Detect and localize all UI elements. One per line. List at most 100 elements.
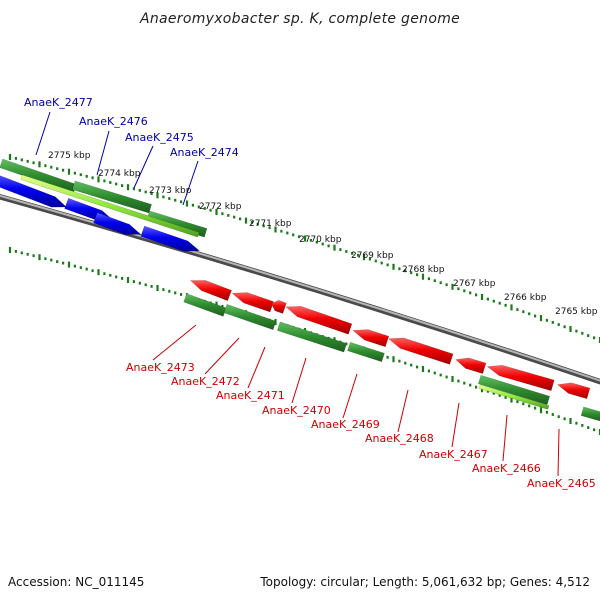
- reverse-gene-label: AnaeK_2470: [262, 404, 331, 417]
- major-tick: [569, 326, 572, 332]
- minor-tick: [79, 173, 82, 177]
- minor-tick: [221, 304, 224, 308]
- minor-tick: [339, 248, 342, 251]
- minor-tick: [551, 321, 554, 324]
- major-tick: [451, 283, 454, 290]
- minor-tick: [581, 331, 584, 335]
- reverse-gene-label: AnaeK_2472: [171, 375, 240, 388]
- minor-tick: [121, 184, 124, 187]
- major-tick: [598, 337, 600, 343]
- forward-gene-feature-2: [72, 180, 152, 214]
- minor-tick: [498, 394, 501, 397]
- minor-tick: [62, 168, 65, 172]
- minor-tick: [433, 371, 436, 375]
- minor-tick: [463, 381, 466, 385]
- minor-tick: [575, 329, 578, 333]
- forward-rna-feature: [20, 174, 200, 238]
- minor-tick: [433, 279, 436, 283]
- major-tick: [126, 184, 130, 191]
- reverse-gene-label: AnaeK_2473: [126, 361, 195, 374]
- reverse-cds-arrow-3: [271, 300, 287, 314]
- minor-tick: [522, 402, 525, 406]
- tick-label: 2769 kbp: [351, 251, 394, 261]
- reverse-leader-line: [397, 389, 409, 433]
- minor-tick: [575, 421, 578, 425]
- minor-tick: [44, 257, 47, 261]
- major-tick: [510, 304, 513, 311]
- minor-tick: [557, 323, 560, 326]
- reverse-gene-feature-2: [223, 303, 277, 331]
- major-tick: [38, 254, 41, 261]
- minor-tick: [103, 272, 106, 276]
- minor-tick: [79, 266, 82, 269]
- minor-tick: [73, 264, 76, 268]
- reverse-gene-label: AnaeK_2468: [365, 432, 434, 445]
- minor-tick: [256, 222, 259, 226]
- forward-gene-label: AnaeK_2474: [170, 146, 239, 159]
- major-tick: [156, 192, 159, 199]
- tick-label: 2768 kbp: [402, 265, 445, 275]
- minor-tick: [109, 181, 112, 184]
- minor-tick: [144, 190, 147, 194]
- forward-gene-label: AnaeK_2476: [79, 115, 148, 128]
- minor-tick: [20, 251, 23, 255]
- reverse-leader-line: [291, 357, 307, 404]
- feature-track: [0, 158, 600, 422]
- reverse-gene-feature-6: [580, 406, 600, 422]
- major-tick: [8, 247, 12, 253]
- minor-tick: [309, 238, 312, 242]
- minor-tick: [563, 417, 566, 421]
- major-tick: [362, 254, 366, 261]
- minor-tick: [386, 355, 389, 359]
- minor-tick: [327, 244, 330, 248]
- minor-tick: [593, 336, 596, 340]
- major-tick: [156, 285, 159, 291]
- minor-tick: [150, 285, 153, 288]
- minor-tick: [439, 373, 442, 377]
- minor-tick: [138, 281, 141, 285]
- minor-tick: [457, 287, 460, 291]
- minor-tick: [239, 217, 242, 221]
- minor-tick: [345, 250, 348, 253]
- minor-tick: [144, 283, 147, 287]
- minor-tick: [191, 203, 194, 207]
- tick-label: 2767 kbp: [453, 279, 496, 289]
- minor-tick: [85, 267, 88, 271]
- genome-summary: Topology: circular; Length: 5,061,632 bp…: [260, 575, 590, 589]
- minor-tick: [197, 205, 200, 209]
- minor-tick: [475, 293, 478, 297]
- minor-tick: [504, 303, 507, 307]
- reverse-gene-feature-5: [477, 374, 551, 406]
- minor-tick: [292, 233, 295, 237]
- minor-tick: [581, 424, 584, 427]
- minor-tick: [121, 277, 124, 280]
- reverse-cds-arrow-9: [556, 382, 591, 400]
- reverse-cds-arrow-4: [285, 306, 353, 335]
- reverse-rna-feature: [478, 384, 550, 410]
- minor-tick: [50, 165, 53, 169]
- reverse-leader-line: [557, 428, 560, 477]
- reverse-cds-arrow-7: [455, 357, 487, 374]
- tick-label: 2766 kbp: [504, 293, 547, 303]
- minor-tick: [427, 277, 430, 281]
- minor-tick: [32, 254, 35, 258]
- minor-tick: [180, 293, 183, 296]
- minor-tick: [404, 361, 407, 365]
- minor-tick: [14, 250, 17, 253]
- major-tick: [274, 226, 277, 233]
- reverse-gene-feature-3: [276, 321, 348, 353]
- minor-tick: [492, 299, 495, 303]
- reverse-gene-label: AnaeK_2466: [472, 462, 541, 475]
- minor-tick: [475, 385, 478, 389]
- minor-tick: [445, 283, 448, 287]
- minor-tick: [498, 301, 501, 305]
- minor-tick: [209, 208, 212, 212]
- tick-label: 2772 kbp: [199, 202, 242, 212]
- reverse-cds-arrow-2: [231, 292, 274, 313]
- major-tick: [451, 376, 454, 382]
- minor-tick: [457, 379, 460, 383]
- gene-label-layer: AnaeK_2477 AnaeK_2476 AnaeK_2475 AnaeK_2474…: [24, 96, 596, 490]
- major-tick: [97, 176, 100, 183]
- minor-tick: [233, 215, 236, 219]
- minor-tick: [26, 252, 29, 256]
